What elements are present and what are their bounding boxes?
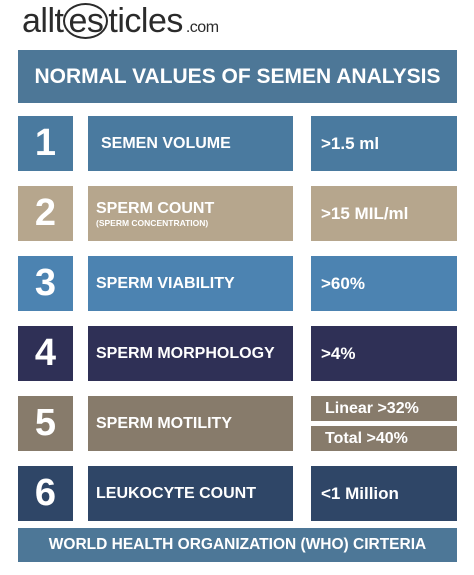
row-label: SPERM MORPHOLOGY [88,326,293,381]
row-label: SPERM VIABILITY [88,256,293,311]
row-label: SEMEN VOLUME [88,116,293,171]
logo-text: ticles [108,2,183,40]
label-text: SPERM MORPHOLOGY [96,344,275,362]
logo-domain: .com [185,19,219,36]
logo: allt es ticles .com [22,2,219,46]
row-value: >15 MIL/ml [311,186,457,241]
title: NORMAL VALUES OF SEMEN ANALYSIS [18,50,457,103]
label-text: SPERM MOTILITY [96,414,232,432]
row-label: SPERM MOTILITY [88,396,293,451]
row-number: 1 [18,116,73,171]
row-number: 4 [18,326,73,381]
row-number: 2 [18,186,73,241]
sublabel-text: (SPERM CONCENTRATION) [96,217,209,228]
logo-text: allt [22,2,64,40]
row-label: LEUKOCYTE COUNT [88,466,293,521]
label-text: LEUKOCYTE COUNT [96,484,256,502]
row-value: Linear >32% [311,396,457,421]
row-value: >1.5 ml [311,116,457,171]
footer: WORLD HEALTH ORGANIZATION (WHO) CIRTERIA [18,528,457,562]
row-value: Total >40% [311,426,457,451]
row-value: >4% [311,326,457,381]
logo-circled: es [63,3,109,39]
row-value: <1 Million [311,466,457,521]
row-value: >60% [311,256,457,311]
label-text: SEMEN VOLUME [101,134,231,152]
row-number: 3 [18,256,73,311]
label-text: SPERM VIABILITY [96,274,235,292]
row-label: SPERM COUNT (SPERM CONCENTRATION) [88,186,293,241]
label-text: SPERM COUNT [96,199,215,217]
row-number: 5 [18,396,73,451]
row-number: 6 [18,466,73,521]
